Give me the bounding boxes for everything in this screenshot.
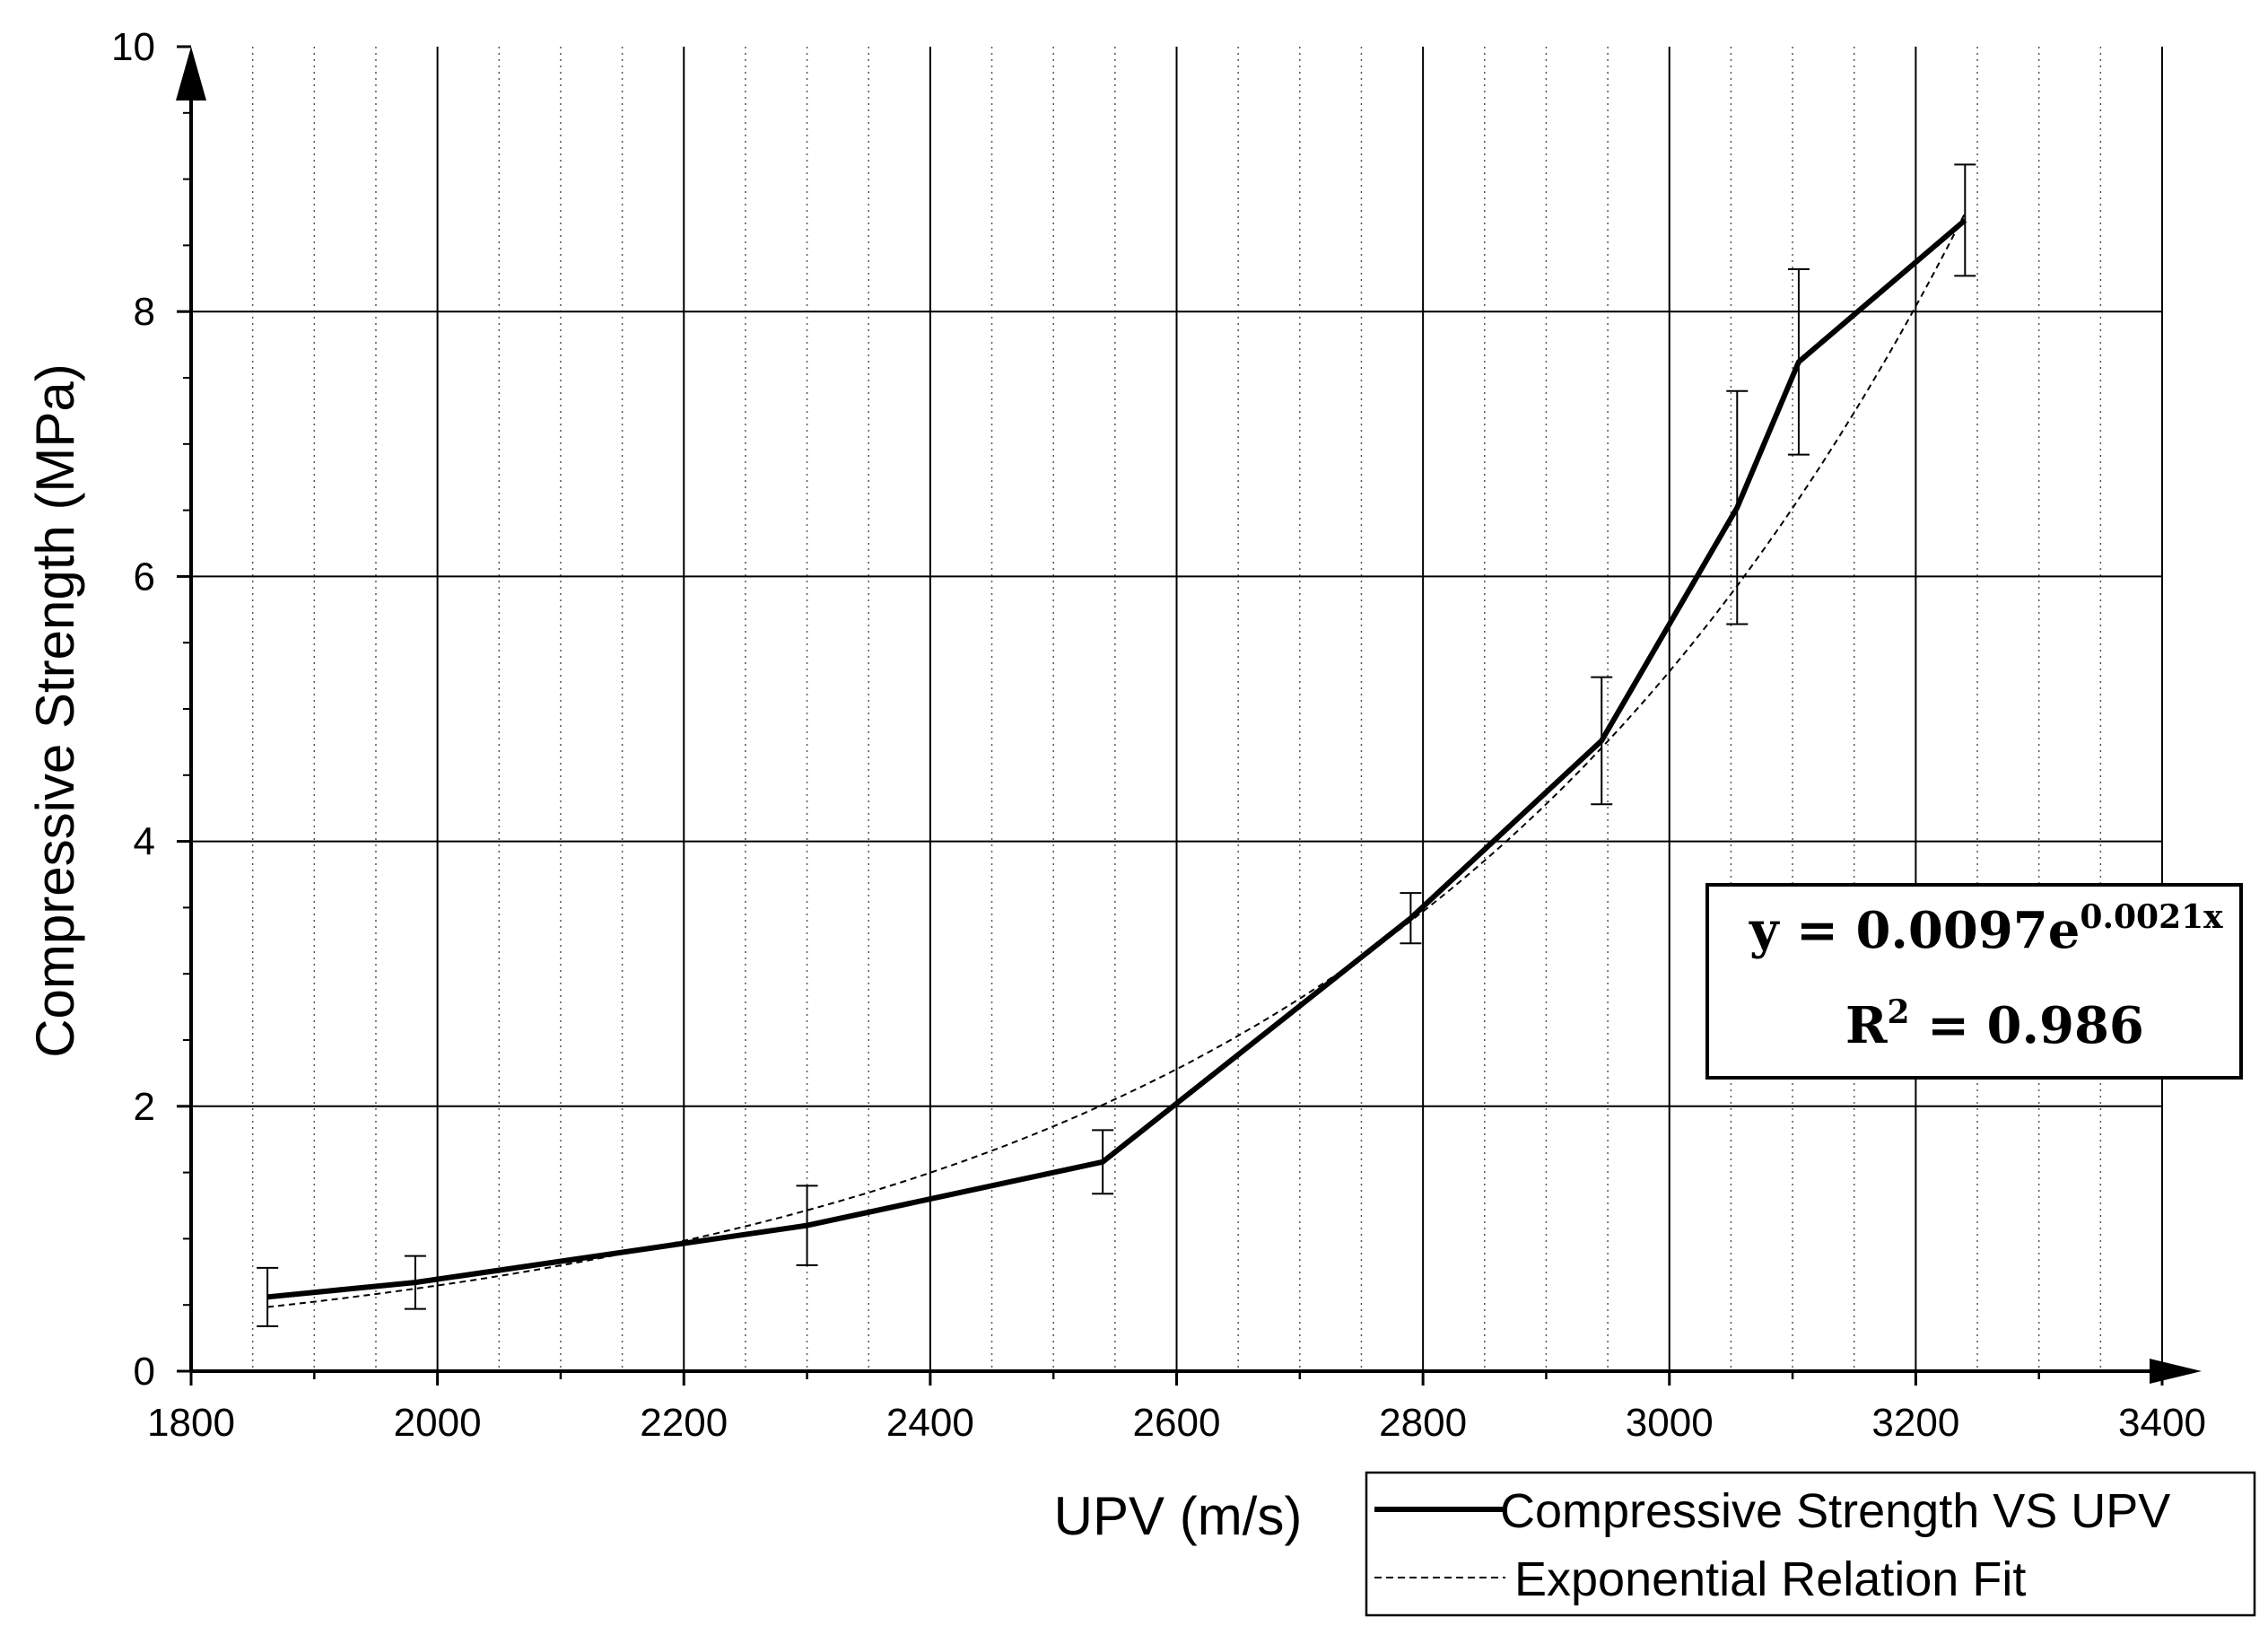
strength-line — [266, 218, 1967, 1300]
y-axis-title: Compressive Strength (MPa) — [25, 363, 85, 1058]
x-tick-label: 3000 — [1626, 1401, 1714, 1445]
legend-frame — [1365, 1471, 2256, 1617]
fit-curve — [266, 212, 1967, 1308]
x-tick-label: 3400 — [2118, 1401, 2206, 1445]
r-squared-label: R — [1845, 996, 1888, 1055]
y-tick-label: 10 — [111, 25, 155, 69]
x-axis-title: UPV (m/s) — [1054, 1486, 1303, 1546]
y-tick-label: 2 — [134, 1085, 155, 1129]
x-tick-label: 2400 — [886, 1401, 974, 1445]
x-tick-label: 2600 — [1133, 1401, 1221, 1445]
axes — [176, 47, 2202, 1384]
x-tick-label: 2000 — [394, 1401, 482, 1445]
y-axis-arrow — [176, 47, 206, 101]
ticks: 1800 2000 2200 2400 2600 2800 3000 3200 3400 0 2 4 6… — [111, 25, 2206, 1445]
equation-text: y = 0.0097e0.0021x — [1749, 898, 2223, 960]
x-axis-arrow — [2150, 1359, 2202, 1384]
legend-label-strength: Compressive Strength VS UPV — [1500, 1484, 2170, 1538]
y-tick-label: 6 — [134, 555, 155, 599]
equation-main: y = 0.0097e — [1749, 901, 2080, 960]
r-squared-text: R2 = 0.986 — [1845, 993, 2144, 1055]
grid — [191, 47, 2163, 1371]
r-squared-sup: 2 — [1888, 993, 1910, 1031]
y-tick-label: 0 — [134, 1350, 155, 1394]
x-tick-label: 2200 — [640, 1401, 728, 1445]
x-tick-label: 3200 — [1871, 1401, 1959, 1445]
r-squared-value: = 0.986 — [1910, 996, 2144, 1055]
legend-label-fit: Exponential Relation Fit — [1514, 1552, 2026, 1606]
equation-box-frame — [1705, 883, 2243, 1080]
equation-box: y = 0.0097e0.0021x R2 = 0.986 — [1705, 883, 2243, 1080]
x-tick-label: 1800 — [147, 1401, 235, 1445]
y-tick-label: 8 — [134, 290, 155, 334]
legend: Compressive Strength VS UPV Exponential … — [1365, 1471, 2256, 1617]
series-layer — [257, 163, 1976, 1327]
x-tick-label: 2800 — [1379, 1401, 1467, 1445]
equation-exponent: 0.0021x — [2080, 898, 2223, 936]
y-tick-label: 4 — [134, 820, 155, 864]
